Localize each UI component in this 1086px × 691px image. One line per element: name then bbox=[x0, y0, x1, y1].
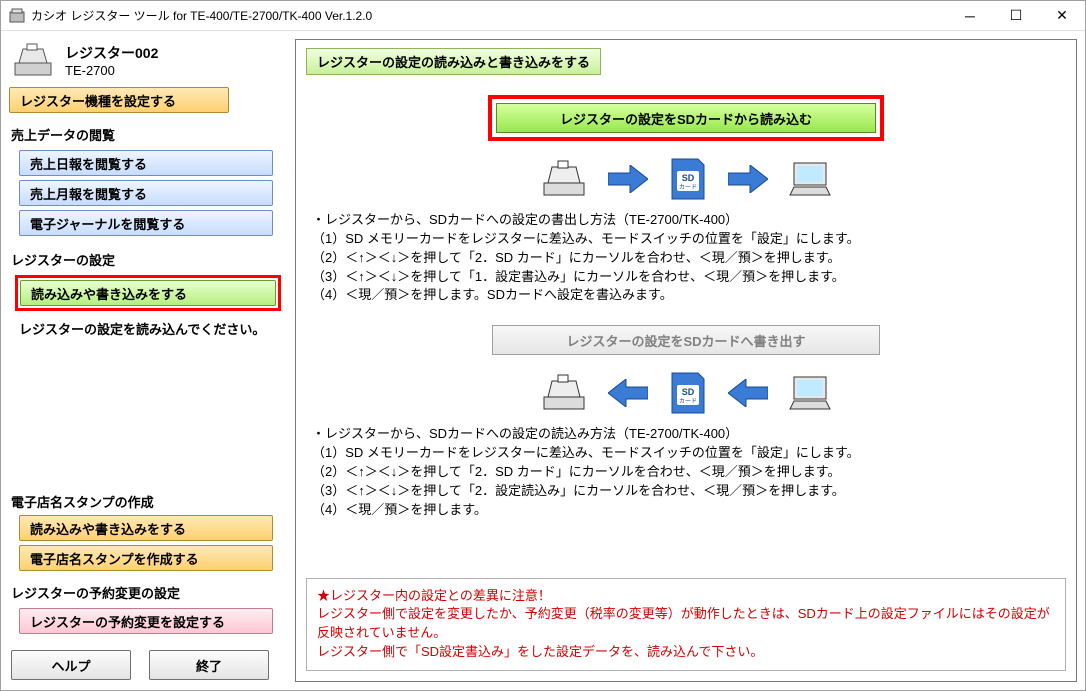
sidebar: レジスター002 TE-2700 レジスター機種を設定する 売上データの閲覧 売… bbox=[9, 39, 287, 682]
settings-section-label: レジスターの設定 bbox=[11, 250, 287, 269]
sd-card-icon: SDカード bbox=[666, 371, 710, 415]
main-panel: レジスターの設定の読み込みと書き込みをする レジスターの設定をSDカードから読み… bbox=[295, 39, 1077, 682]
help-button[interactable]: ヘルプ bbox=[11, 650, 131, 680]
warning-star: ★レジスター内の設定との差異に注意！ bbox=[317, 588, 551, 603]
rw-button-highlight: 読み込みや書き込みをする bbox=[15, 275, 281, 311]
close-button[interactable]: ✕ bbox=[1039, 1, 1085, 31]
arrow-right-icon bbox=[728, 165, 768, 193]
register-model: TE-2700 bbox=[65, 63, 158, 78]
reservation-section-label: レジスターの予約変更の設定 bbox=[11, 583, 287, 602]
sd-card-icon: SDカード bbox=[666, 157, 710, 201]
sales-section-label: 売上データの閲覧 bbox=[11, 125, 287, 144]
read-write-button[interactable]: 読み込みや書き込みをする bbox=[20, 280, 276, 306]
stamp-section-label: 電子店名スタンプの作成 bbox=[11, 492, 287, 511]
write-to-sd-button: レジスターの設定をSDカードへ書き出す bbox=[492, 325, 880, 355]
titlebar: カシオ レジスター ツール for TE-400/TE-2700/TK-400 … bbox=[1, 1, 1085, 31]
register-name: レジスター002 bbox=[65, 44, 158, 62]
bottom-buttons: ヘルプ 終了 bbox=[11, 650, 269, 680]
read-flow: SDカード bbox=[306, 157, 1066, 201]
read-button-highlight: レジスターの設定をSDカードから読み込む bbox=[488, 95, 884, 141]
app-icon bbox=[9, 8, 25, 24]
register-icon bbox=[538, 373, 590, 413]
maximize-button[interactable]: ☐ bbox=[993, 1, 1039, 31]
arrow-right-icon bbox=[608, 165, 648, 193]
read-from-sd-button[interactable]: レジスターの設定をSDカードから読み込む bbox=[496, 103, 876, 133]
monthly-report-button[interactable]: 売上月報を閲覧する bbox=[19, 180, 273, 206]
warning-box: ★レジスター内の設定との差異に注意！ レジスター側で設定を変更したか、予約変更（… bbox=[306, 578, 1066, 671]
svg-text:SD: SD bbox=[682, 173, 695, 183]
stamp-rw-button[interactable]: 読み込みや書き込みをする bbox=[19, 515, 273, 541]
svg-text:カード: カード bbox=[679, 184, 697, 191]
configure-model-button[interactable]: レジスター機種を設定する bbox=[9, 87, 229, 113]
write-description: ・レジスターから、SDカードへの設定の読込み方法（TE-2700/TK-400）… bbox=[312, 425, 1066, 519]
main-title: レジスターの設定の読み込みと書き込みをする bbox=[306, 48, 601, 75]
window-title: カシオ レジスター ツール for TE-400/TE-2700/TK-400 … bbox=[31, 7, 372, 24]
register-icon bbox=[538, 159, 590, 199]
arrow-left-icon bbox=[608, 379, 648, 407]
arrow-left-icon bbox=[728, 379, 768, 407]
register-header: レジスター002 TE-2700 bbox=[9, 39, 287, 87]
register-icon bbox=[11, 43, 55, 79]
reservation-button[interactable]: レジスターの予約変更を設定する bbox=[19, 608, 273, 634]
svg-text:SD: SD bbox=[682, 387, 695, 397]
exit-button[interactable]: 終了 bbox=[149, 650, 269, 680]
minimize-button[interactable]: ─ bbox=[947, 1, 993, 31]
warning-body: レジスター側で設定を変更したか、予約変更（税率の変更等）が動作したときは、SDカ… bbox=[317, 606, 1050, 659]
ejournal-button[interactable]: 電子ジャーナルを閲覧する bbox=[19, 210, 273, 236]
rw-hint: レジスターの設定を読み込んでください。 bbox=[19, 319, 287, 338]
stamp-create-button[interactable]: 電子店名スタンプを作成する bbox=[19, 545, 273, 571]
app-window: カシオ レジスター ツール for TE-400/TE-2700/TK-400 … bbox=[0, 0, 1086, 691]
write-flow: SDカード bbox=[306, 371, 1066, 415]
laptop-icon bbox=[786, 373, 834, 413]
svg-text:カード: カード bbox=[679, 398, 697, 405]
read-description: ・レジスターから、SDカードへの設定の書出し方法（TE-2700/TK-400）… bbox=[312, 211, 1066, 305]
laptop-icon bbox=[786, 159, 834, 199]
daily-report-button[interactable]: 売上日報を閲覧する bbox=[19, 150, 273, 176]
